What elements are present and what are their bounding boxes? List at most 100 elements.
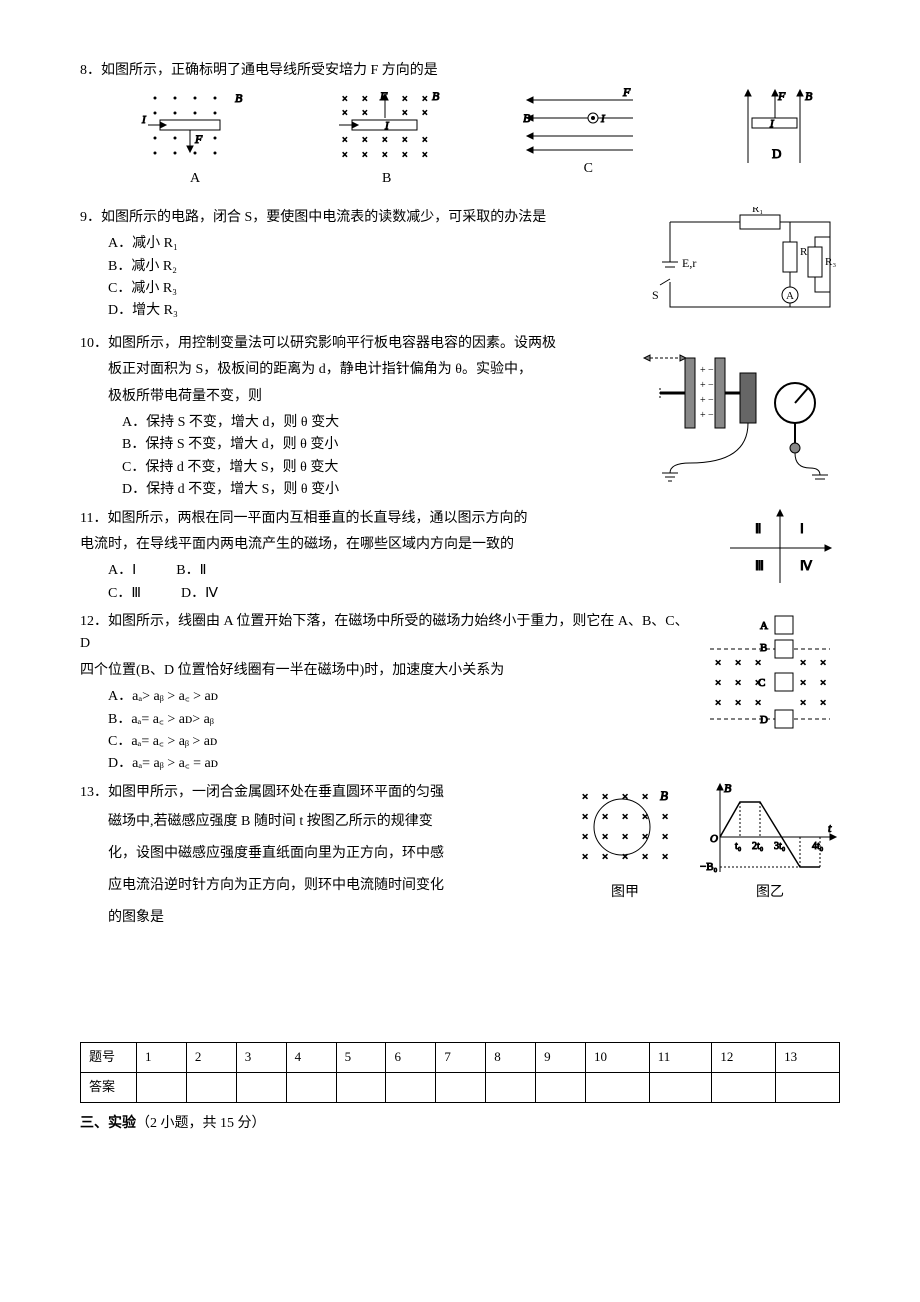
q11-opt-c: C．Ⅲ — [108, 583, 141, 605]
svg-text:+: + — [700, 380, 706, 391]
svg-text:×: × — [715, 677, 721, 689]
svg-text:×: × — [382, 135, 388, 146]
svg-text:B: B — [805, 89, 813, 103]
col-13: 13 — [776, 1043, 840, 1073]
svg-text:×: × — [382, 150, 388, 161]
svg-text:×: × — [622, 851, 628, 863]
answer-label: 答案 — [81, 1073, 137, 1103]
svg-text:×: × — [800, 697, 806, 709]
ans-9[interactable] — [536, 1073, 586, 1103]
ans-2[interactable] — [186, 1073, 236, 1103]
q8-diagram-a: B I F A — [140, 88, 250, 190]
table-row-answer: 答案 — [81, 1073, 840, 1103]
ans-1[interactable] — [137, 1073, 187, 1103]
svg-text:×: × — [820, 697, 826, 709]
col-10: 10 — [586, 1043, 650, 1073]
q8-svg-c: F B I — [523, 88, 653, 158]
svg-text:R₃: R₃ — [825, 256, 836, 268]
svg-text:×: × — [602, 851, 608, 863]
q8-diagram-b: ×××× F B ×××× I ××××× ××××× B — [327, 88, 447, 190]
header-label: 题号 — [81, 1043, 137, 1073]
ans-8[interactable] — [486, 1073, 536, 1103]
section-3-label: 三、实验 — [80, 1116, 136, 1131]
q13-fig-yi: B t O t₀ 2t₀ 3t₀ 4t₀ −B₀ 图乙 — [700, 782, 840, 904]
svg-text:×: × — [800, 677, 806, 689]
q8-diagram-c: F B I C — [523, 88, 653, 190]
svg-text:×: × — [362, 135, 368, 146]
svg-text:B: B — [432, 89, 440, 103]
q8-num: 8． — [80, 63, 101, 78]
question-12: A B ××××× ××××× C ××××× D 12．如图所示，线圈由 A … — [80, 611, 840, 776]
question-10: + + + + − − − − 10．如图所示，用控制变量法可以研究影响平行板电… — [80, 333, 840, 502]
svg-text:×: × — [622, 831, 628, 843]
q11-diagram: Ⅱ Ⅰ Ⅲ Ⅳ — [720, 508, 840, 588]
q13-text1: 如图甲所示，一闭合金属圆环处在垂直圆环平面的匀强 — [108, 785, 444, 800]
svg-text:×: × — [362, 150, 368, 161]
svg-text:×: × — [402, 135, 408, 146]
ans-12[interactable] — [712, 1073, 776, 1103]
svg-text:×: × — [582, 791, 588, 803]
col-5: 5 — [336, 1043, 386, 1073]
col-4: 4 — [286, 1043, 336, 1073]
ans-6[interactable] — [386, 1073, 436, 1103]
svg-text:×: × — [642, 851, 648, 863]
svg-text:Ⅳ: Ⅳ — [800, 558, 812, 573]
svg-text:×: × — [622, 791, 628, 803]
svg-text:×: × — [582, 811, 588, 823]
q8-diagram-d: F B I D — [730, 88, 820, 190]
ans-4[interactable] — [286, 1073, 336, 1103]
col-3: 3 — [236, 1043, 286, 1073]
col-6: 6 — [386, 1043, 436, 1073]
svg-text:×: × — [735, 657, 741, 669]
svg-text:E,r: E,r — [682, 256, 696, 270]
svg-text:+: + — [700, 410, 706, 421]
svg-text:I: I — [600, 113, 606, 125]
table-row-header: 题号 1 2 3 4 5 6 7 8 9 10 11 12 13 — [81, 1043, 840, 1073]
svg-text:Ⅱ: Ⅱ — [755, 521, 761, 536]
svg-text:×: × — [582, 831, 588, 843]
svg-text:Ⅲ: Ⅲ — [755, 558, 764, 573]
q12-num: 12． — [80, 614, 108, 629]
svg-text:+: + — [700, 395, 706, 406]
svg-text:D: D — [760, 714, 768, 726]
svg-text:×: × — [402, 150, 408, 161]
q9-circuit: R₁ E,r S R₂ A R₃ — [640, 207, 840, 327]
svg-text:R₁: R₁ — [752, 207, 763, 215]
question-8: 8．如图所示，正确标明了通电导线所受安培力 F 方向的是 B I F A — [80, 60, 840, 201]
svg-text:×: × — [422, 150, 428, 161]
svg-text:×: × — [642, 831, 648, 843]
q13-text5: 的图象是 — [80, 904, 840, 932]
q13-caption-yi: 图乙 — [700, 882, 840, 904]
svg-text:t₀: t₀ — [735, 841, 742, 852]
svg-text:×: × — [422, 94, 428, 105]
svg-text:×: × — [735, 677, 741, 689]
col-1: 1 — [137, 1043, 187, 1073]
svg-text:4t₀: 4t₀ — [812, 841, 824, 852]
col-7: 7 — [436, 1043, 486, 1073]
q8-label-a: A — [140, 168, 250, 190]
q10-text1: 如图所示，用控制变量法可以研究影响平行板电容器电容的因素。设两极 — [108, 336, 556, 351]
ans-7[interactable] — [436, 1073, 486, 1103]
q11-text1: 如图所示，两根在同一平面内互相垂直的长直导线，通以图示方向的 — [107, 511, 527, 526]
section-3-note: （2 小题，共 15 分） — [136, 1116, 266, 1131]
q8-label-c: C — [523, 158, 653, 180]
svg-text:−: − — [708, 365, 714, 376]
svg-text:×: × — [582, 851, 588, 863]
svg-text:×: × — [402, 94, 408, 105]
q8-label-b: B — [327, 168, 447, 190]
question-9: R₁ E,r S R₂ A R₃ 9．如图所示的电路，闭合 — [80, 207, 840, 327]
ans-3[interactable] — [236, 1073, 286, 1103]
svg-text:−: − — [708, 410, 714, 421]
ans-5[interactable] — [336, 1073, 386, 1103]
ans-10[interactable] — [586, 1073, 650, 1103]
question-13: ×××× B ×× ×× ××××× ××× ××× 图甲 B t — [80, 782, 840, 936]
svg-text:×: × — [422, 135, 428, 146]
svg-text:A: A — [760, 620, 768, 632]
svg-text:F: F — [622, 88, 631, 99]
ans-13[interactable] — [776, 1073, 840, 1103]
svg-text:×: × — [402, 108, 408, 119]
svg-text:×: × — [800, 657, 806, 669]
ans-11[interactable] — [649, 1073, 712, 1103]
q9-text: 如图所示的电路，闭合 S，要使图中电流表的读数减少，可采取的办法是 — [101, 210, 546, 225]
svg-text:×: × — [715, 697, 721, 709]
